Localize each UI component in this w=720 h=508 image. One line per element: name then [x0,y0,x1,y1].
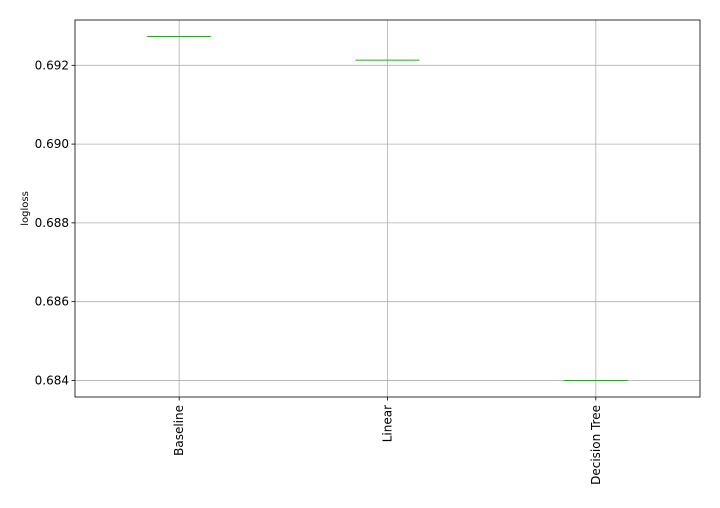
y-axis-label: logloss [20,191,31,226]
x-tick-label: Baseline [172,405,186,456]
x-tick-label: Linear [381,405,395,442]
marks-layer [147,36,628,381]
y-tick-label: 0.688 [35,216,69,230]
ticks-layer: 0.684 0.686 0.688 0.690 0.692 Baseline Linear D… [35,58,603,485]
y-tick-label: 0.690 [35,137,69,151]
y-tick-label: 0.684 [35,373,69,387]
y-tick-label: 0.686 [35,295,69,309]
x-tick-label: Decision Tree [589,405,603,485]
y-tick-label: 0.692 [35,58,69,72]
grid-layer [75,20,700,397]
